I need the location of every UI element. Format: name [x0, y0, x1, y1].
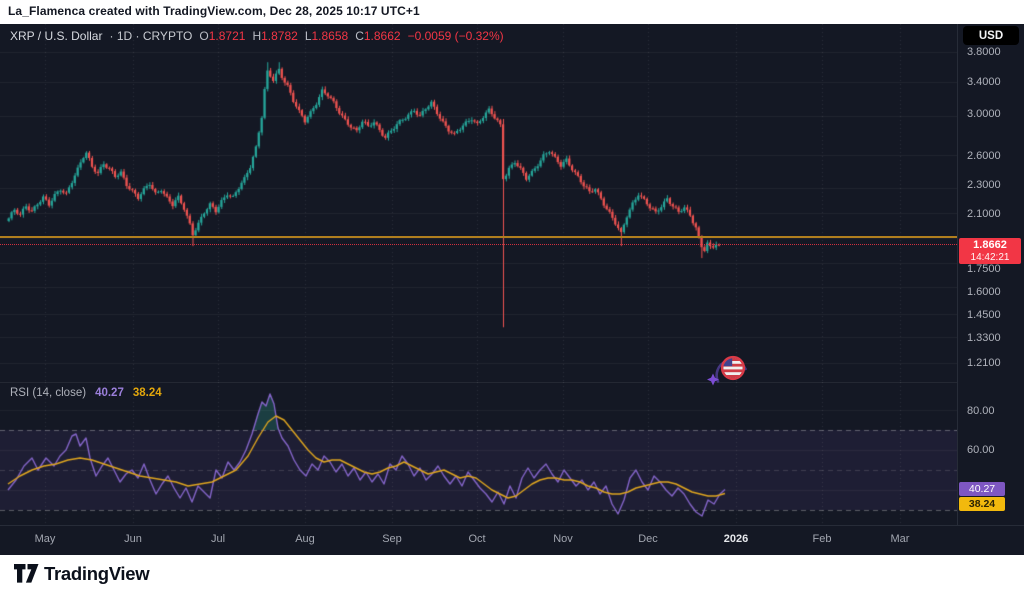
time-tick: Sep [382, 533, 402, 545]
time-tick: Dec [638, 533, 658, 545]
time-tick: Mar [890, 533, 910, 545]
us-flag-icon [720, 355, 746, 381]
chart-area: XRP / U.S. Dollar · 1D · CRYPTO O1.8721 … [0, 24, 1024, 555]
attribution-header: La_Flamenca created with TradingView.com… [0, 0, 1024, 24]
time-tick: Feb [812, 533, 832, 545]
price-pane-canvas[interactable] [0, 24, 957, 382]
time-tick: Jul [210, 533, 226, 545]
rsi-value: 40.27 [95, 387, 124, 399]
price-tick: 1.7500 [967, 263, 1001, 275]
rsi-ma-last-value-label: 38.24 [959, 497, 1005, 511]
attribution-text: La_Flamenca created with TradingView.com… [8, 4, 420, 18]
open-value: 1.8721 [208, 29, 246, 43]
time-axis[interactable]: May Jun Jul Aug Sep Oct Nov Dec 2026 Feb… [0, 525, 1024, 555]
symbol-meta: · 1D · CRYPTO [109, 29, 193, 43]
price-tick: 3.8000 [967, 46, 1001, 58]
change-value: −0.0059 (−0.32%) [407, 29, 504, 43]
symbol-name: XRP / U.S. Dollar [10, 29, 103, 43]
us-flag-sticker[interactable] [704, 348, 752, 390]
pane-divider[interactable] [0, 382, 957, 383]
high-label: H [252, 29, 262, 43]
sparkle-icon [707, 373, 719, 386]
price-tick: 1.2100 [967, 357, 1001, 369]
price-tick: 1.3300 [967, 332, 1001, 344]
price-tick: 3.0000 [967, 108, 1001, 120]
brand-name[interactable]: TradingView [44, 563, 150, 584]
footer: TradingView [0, 554, 1024, 594]
currency-toggle-button[interactable]: USD [963, 26, 1019, 45]
price-tick: 2.3000 [967, 179, 1001, 191]
last-price-value: 1.8662 [973, 239, 1007, 251]
rsi-tick: 60.00 [967, 444, 995, 456]
rsi-last-value-label: 40.27 [959, 482, 1005, 496]
rsi-title: RSI (14, close) [10, 387, 87, 399]
time-tick: Nov [553, 533, 573, 545]
tradingview-logo-icon[interactable] [13, 562, 40, 585]
close-value: 1.8662 [363, 29, 401, 43]
symbol-legend[interactable]: XRP / U.S. Dollar · 1D · CRYPTO O1.8721 … [10, 29, 504, 43]
price-tick: 2.1000 [967, 208, 1001, 220]
high-value: 1.8782 [261, 29, 298, 43]
rsi-legend[interactable]: RSI (14, close) 40.27 38.24 [10, 387, 162, 399]
last-price-dotted-line [0, 244, 957, 245]
last-price-label: 1.8662 14:42:21 [959, 238, 1021, 264]
time-tick: Aug [295, 533, 315, 545]
rsi-pane-canvas[interactable] [0, 382, 957, 525]
rsi-tick: 80.00 [967, 405, 995, 417]
time-tick: May [34, 533, 56, 545]
low-label: L [304, 29, 312, 43]
time-tick-year: 2026 [723, 533, 749, 545]
time-tick: Oct [468, 533, 486, 545]
open-label: O [199, 29, 209, 43]
bar-countdown: 14:42:21 [970, 252, 1010, 263]
rsi-ma-value: 38.24 [132, 387, 162, 399]
price-axis[interactable]: USD 3.8000 3.4000 3.0000 2.6000 2.3000 2… [957, 24, 1024, 525]
price-tick: 3.4000 [967, 76, 1001, 88]
price-tick: 2.6000 [967, 150, 1001, 162]
time-tick: Jun [124, 533, 142, 545]
price-tick: 1.6000 [967, 286, 1001, 298]
price-tick: 1.4500 [967, 309, 1001, 321]
low-value: 1.8658 [311, 29, 349, 43]
close-label: C [355, 29, 364, 43]
horizontal-support-line[interactable] [0, 236, 957, 238]
